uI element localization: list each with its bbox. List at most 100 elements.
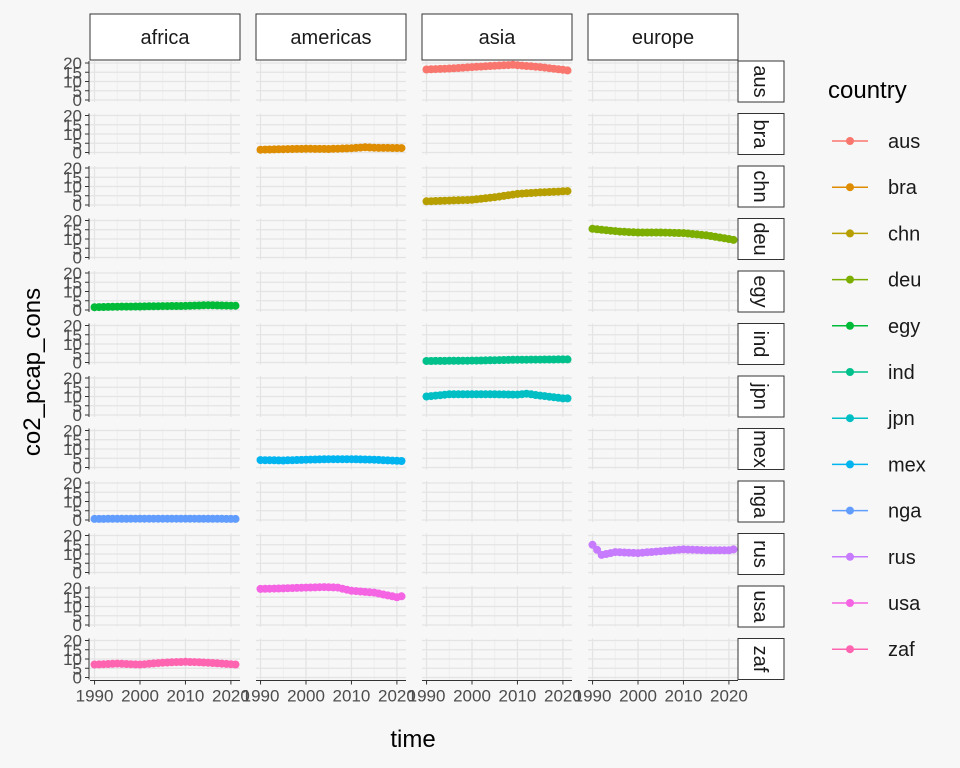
facet-strip-label: zaf xyxy=(749,646,771,673)
x-tick-label: 2010 xyxy=(167,687,205,706)
legend-title: country xyxy=(828,77,907,104)
legend-item-usa: usa xyxy=(832,593,921,615)
y-tick-label: 5 xyxy=(73,554,82,573)
series-chn xyxy=(422,187,572,206)
data-point-chn xyxy=(563,187,572,196)
y-tick-label: 20 xyxy=(63,369,82,388)
facet-panel-americas-deu xyxy=(256,218,406,260)
legend-key-point xyxy=(846,321,854,330)
facet-panel-europe-chn xyxy=(588,166,738,207)
y-tick-label: 20 xyxy=(63,527,82,546)
facet-panel-africa-mex xyxy=(90,428,240,470)
y-tick-label: 0 xyxy=(73,301,82,320)
data-point-rus xyxy=(729,545,738,554)
facet-panel-americas-usa xyxy=(256,586,406,627)
facet-strip-zaf xyxy=(737,638,785,680)
legend-key-point xyxy=(846,183,854,192)
facet-strip-label: ind xyxy=(749,331,771,358)
facet-strip-nga xyxy=(737,480,785,523)
legend-label: ind xyxy=(888,362,915,384)
facet-panel-asia-nga xyxy=(422,481,572,522)
y-tick-label: 5 xyxy=(73,659,82,678)
y-tick-label: 20 xyxy=(63,159,82,178)
series-nga xyxy=(90,514,240,523)
x-tick-label: 1990 xyxy=(574,687,612,706)
y-tick-label: 10 xyxy=(63,230,82,249)
data-point-aus xyxy=(563,66,572,75)
series-aus xyxy=(422,60,572,75)
x-tick-label: 2000 xyxy=(619,687,657,706)
data-point-deu xyxy=(729,235,738,244)
facet-strip-mex xyxy=(737,428,785,470)
y-tick-label: 10 xyxy=(63,650,82,669)
x-tick-label: 2000 xyxy=(453,687,491,706)
y-tick-label: 0 xyxy=(73,354,82,373)
y-tick-label: 0 xyxy=(73,196,82,215)
facet-strip-label: nga xyxy=(749,485,771,519)
legend-key-point xyxy=(846,414,854,423)
y-tick-label: 10 xyxy=(63,440,82,459)
facet-panel-europe-usa xyxy=(588,586,738,627)
series-rus xyxy=(588,540,738,559)
facet-panel-asia-usa xyxy=(422,586,572,627)
x-tick-label: 2020 xyxy=(710,687,748,706)
y-tick-label: 0 xyxy=(73,616,82,635)
facet-panel-americas-rus xyxy=(256,533,406,575)
facet-panel-americas-aus xyxy=(256,61,406,102)
facet-strip-americas xyxy=(255,13,407,61)
series-jpn xyxy=(422,389,572,403)
facet-strip-label: americas xyxy=(290,27,371,49)
y-tick-label: 5 xyxy=(73,397,82,416)
facet-panel-europe-bra xyxy=(588,113,738,155)
legend-key-point xyxy=(846,229,854,238)
facet-panel-asia-zaf xyxy=(422,638,572,680)
facet-panel-americas-zaf xyxy=(256,638,406,680)
series-deu xyxy=(588,224,738,244)
facet-strip-label: africa xyxy=(141,27,191,49)
data-point-bra xyxy=(397,144,406,153)
y-tick-label: 0 xyxy=(73,249,82,268)
legend-key-point xyxy=(846,552,854,561)
facet-panel-africa-bra xyxy=(90,113,240,155)
legend-label: rus xyxy=(888,547,916,569)
facet-strip-label: egy xyxy=(749,275,771,307)
legend-key-point xyxy=(846,460,854,469)
facet-panel-europe-mex xyxy=(588,428,738,470)
y-tick-label: 15 xyxy=(63,273,82,292)
y-tick-label: 15 xyxy=(63,221,82,240)
y-tick-label: 5 xyxy=(73,239,82,258)
y-tick-label: 0 xyxy=(73,406,82,425)
facet-panel-europe-aus xyxy=(588,61,738,102)
facet-panel-asia-jpn xyxy=(422,376,572,417)
facet-panel-africa-zaf xyxy=(90,638,240,680)
facet-strip-africa xyxy=(89,13,241,61)
y-tick-label: 15 xyxy=(63,168,82,187)
facet-strip-label: usa xyxy=(749,590,771,623)
y-tick-label: 10 xyxy=(63,493,82,512)
legend-label: bra xyxy=(888,177,918,199)
facet-strip-asia xyxy=(421,13,573,61)
facet-panel-americas-egy xyxy=(256,271,406,312)
legend-item-nga: nga xyxy=(832,501,922,523)
y-tick-label: 10 xyxy=(63,125,82,144)
facet-panel-americas-chn xyxy=(256,166,406,207)
legend-item-rus: rus xyxy=(832,547,916,569)
facet-panel-asia-deu xyxy=(422,218,572,260)
y-axes: 0510152005101520051015200510152005101520… xyxy=(63,54,90,688)
facet-strips: africa americas asia europe aus bra chn deu egy i… xyxy=(89,13,785,680)
facet-panel-americas-nga xyxy=(256,481,406,522)
facet-panel-europe-ind xyxy=(588,323,738,365)
y-tick-label: 15 xyxy=(63,326,82,345)
legend-key-point xyxy=(846,368,854,376)
facet-panel-africa-jpn xyxy=(90,376,240,417)
facet-strip-label: aus xyxy=(749,65,771,97)
x-tick-label: 2020 xyxy=(378,687,416,706)
y-tick-label: 20 xyxy=(63,264,82,283)
y-axis-title: co2_pcap_cons xyxy=(19,288,46,456)
facet-strip-ind xyxy=(737,323,785,365)
x-tick-label: 2010 xyxy=(499,687,537,706)
series-zaf xyxy=(90,657,240,669)
y-tick-label: 0 xyxy=(73,91,82,110)
y-tick-label: 20 xyxy=(63,422,82,441)
